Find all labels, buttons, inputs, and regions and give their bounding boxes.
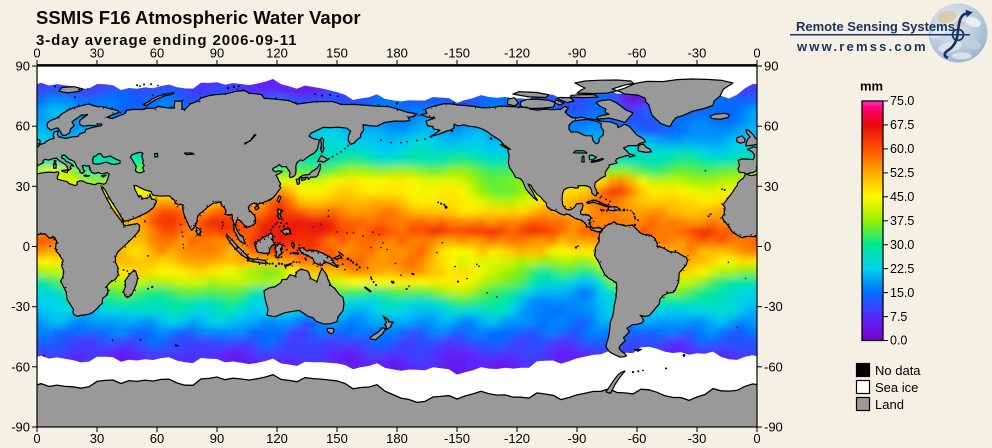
- svg-text:-30: -30: [764, 299, 783, 314]
- svg-text:90: 90: [210, 431, 224, 446]
- svg-text:30: 30: [90, 46, 104, 61]
- svg-text:Remote Sensing Systems: Remote Sensing Systems: [796, 19, 955, 34]
- svg-text:15.0: 15.0: [890, 286, 914, 300]
- svg-text:120: 120: [266, 431, 288, 446]
- svg-text:150: 150: [326, 46, 348, 61]
- svg-text:60: 60: [150, 431, 164, 446]
- svg-text:-150: -150: [444, 431, 470, 446]
- svg-text:-30: -30: [688, 431, 707, 446]
- svg-text:0.0: 0.0: [890, 334, 907, 348]
- svg-text:-60: -60: [11, 359, 30, 374]
- svg-text:0: 0: [33, 46, 40, 61]
- svg-text:0: 0: [753, 46, 760, 61]
- svg-text:52.5: 52.5: [890, 166, 914, 180]
- svg-text:Land: Land: [875, 397, 904, 412]
- svg-text:45.0: 45.0: [890, 190, 914, 204]
- svg-text:60: 60: [764, 119, 778, 134]
- svg-text:180: 180: [386, 431, 408, 446]
- svg-text:-60: -60: [764, 359, 783, 374]
- svg-text:120: 120: [266, 46, 288, 61]
- svg-text:-150: -150: [444, 46, 470, 61]
- svg-text:90: 90: [764, 59, 778, 74]
- svg-text:-30: -30: [11, 299, 30, 314]
- svg-text:3-day average ending 2006-09-1: 3-day average ending 2006-09-11: [36, 32, 297, 49]
- svg-text:-120: -120: [504, 46, 530, 61]
- svg-text:60: 60: [16, 119, 30, 134]
- svg-text:90: 90: [210, 46, 224, 61]
- svg-text:-90: -90: [11, 420, 30, 435]
- svg-text:30: 30: [16, 179, 30, 194]
- svg-text:-120: -120: [504, 431, 530, 446]
- svg-text:Sea ice: Sea ice: [875, 380, 918, 395]
- svg-text:0: 0: [33, 431, 40, 446]
- svg-text:-90: -90: [764, 420, 783, 435]
- svg-text:-30: -30: [688, 46, 707, 61]
- svg-text:0: 0: [764, 239, 771, 254]
- svg-text:0: 0: [23, 239, 30, 254]
- svg-text:0: 0: [753, 431, 760, 446]
- svg-text:www.remss.com: www.remss.com: [796, 39, 928, 54]
- svg-text:37.5: 37.5: [890, 214, 914, 228]
- svg-text:30: 30: [90, 431, 104, 446]
- svg-text:-90: -90: [568, 431, 587, 446]
- svg-text:90: 90: [16, 59, 30, 74]
- svg-text:60: 60: [150, 46, 164, 61]
- svg-text:67.5: 67.5: [890, 118, 914, 132]
- svg-text:SSMIS F16 Atmospheric Water Va: SSMIS F16 Atmospheric Water Vapor: [36, 7, 361, 28]
- svg-text:mm: mm: [860, 79, 883, 94]
- svg-text:150: 150: [326, 431, 348, 446]
- svg-text:75.0: 75.0: [890, 94, 914, 108]
- svg-text:180: 180: [386, 46, 408, 61]
- svg-text:-60: -60: [628, 431, 647, 446]
- svg-text:-60: -60: [628, 46, 647, 61]
- svg-text:30: 30: [764, 179, 778, 194]
- svg-text:-90: -90: [568, 46, 587, 61]
- svg-text:60.0: 60.0: [890, 142, 914, 156]
- svg-text:7.5: 7.5: [890, 310, 907, 324]
- svg-text:22.5: 22.5: [890, 262, 914, 276]
- svg-text:30.0: 30.0: [890, 238, 914, 252]
- svg-text:No data: No data: [875, 363, 921, 378]
